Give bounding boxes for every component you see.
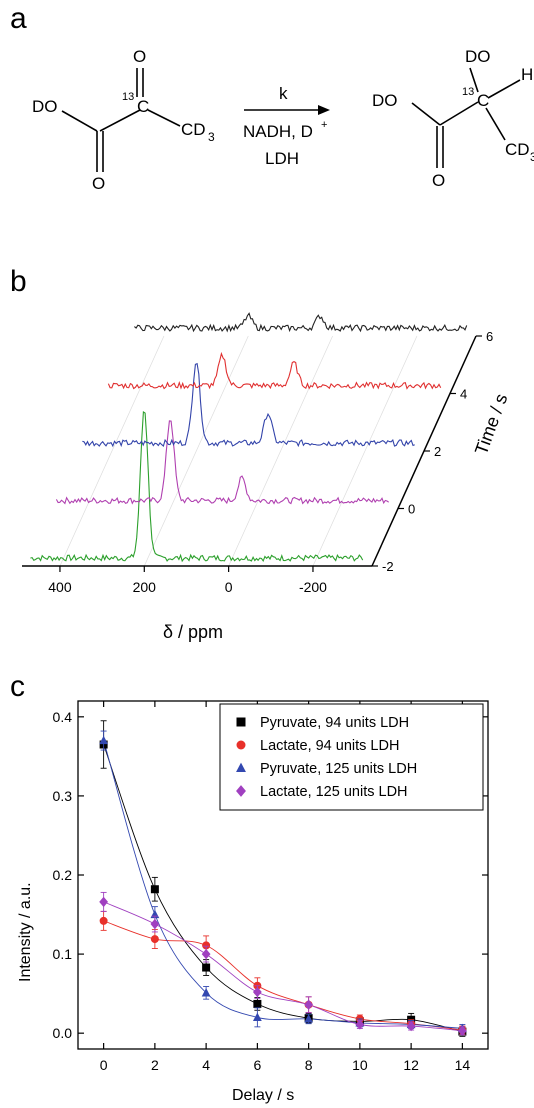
data-point — [457, 1025, 467, 1037]
y-tick-label: 0.0 — [53, 1025, 73, 1041]
product-cd-sub: 3 — [530, 150, 534, 164]
spectrum-trace — [55, 420, 390, 505]
reactant-13-label: 13 — [122, 91, 134, 103]
spectrum-trace — [82, 362, 415, 448]
spectra-x-tick-label: 0 — [225, 579, 233, 595]
x-axis-label: Delay / s — [232, 1087, 294, 1104]
spectra-x-tick-label: 400 — [48, 579, 72, 595]
x-tick-label: 2 — [151, 1057, 159, 1073]
legend-entry: Pyruvate, 125 units LDH — [260, 761, 417, 777]
spectra-time-axis-label: Time / s — [471, 391, 511, 457]
x-tick-label: 6 — [253, 1057, 261, 1073]
spectra-x-tick-label: 200 — [133, 579, 157, 595]
spectra-time-tick-label: 4 — [460, 387, 467, 402]
x-tick-label: 8 — [305, 1057, 313, 1073]
x-tick-label: 14 — [455, 1057, 471, 1073]
panel-label-b: b — [10, 265, 27, 298]
data-point — [304, 1014, 314, 1023]
y-tick-label: 0.4 — [53, 709, 73, 725]
legend-box — [219, 703, 484, 811]
product-c: C — [477, 91, 489, 110]
y-axis-label: Intensity / a.u. — [17, 882, 34, 982]
x-tick-label: 0 — [100, 1057, 108, 1073]
arrow-ldh: LDH — [265, 149, 299, 168]
spectrum-trace — [30, 411, 364, 563]
kinetics-chart: 0 2 4 6 8 10 12 14 0.0 0.1 0.2 0.3 0.4 Pyruvate, 94 … — [17, 700, 489, 1104]
spectra-time-tick-label: -2 — [382, 559, 394, 574]
x-tick-label: 4 — [202, 1057, 210, 1073]
legend-marker — [236, 717, 246, 727]
data-point — [252, 986, 262, 998]
reactant-o-top: O — [133, 47, 146, 66]
legend-entry: Pyruvate, 94 units LDH — [260, 715, 409, 731]
data-point — [150, 885, 159, 894]
spectrum-trace — [134, 312, 468, 333]
data-point — [201, 948, 211, 960]
product-o-bottom: O — [432, 171, 445, 190]
product-cd: CD — [505, 140, 530, 159]
data-point — [99, 735, 109, 745]
arrow-k: k — [279, 84, 288, 103]
spectra-x-tick-label: -200 — [299, 579, 327, 595]
data-point — [304, 999, 314, 1010]
product-do-left: DO — [372, 91, 398, 110]
y-tick-label: 0.3 — [53, 788, 73, 804]
fit-curve — [103, 920, 463, 1031]
data-point — [150, 935, 159, 944]
legend: Pyruvate, 94 units LDH Lactate, 94 units … — [219, 703, 484, 811]
panel-label-a: a — [10, 2, 27, 35]
data-point — [202, 963, 211, 972]
y-tick-label: 0.2 — [53, 867, 73, 883]
x-tick-label: 10 — [352, 1057, 368, 1073]
spectra-x-ticks: 400 200 0 -200 — [48, 566, 327, 595]
fit-curve — [103, 901, 463, 1032]
reactant-structure — [61, 68, 181, 172]
spectra-time-ticks: 6 4 2 0 -2 — [372, 329, 493, 574]
spectra-x-axis-label: δ / ppm — [163, 622, 223, 642]
product-structure — [411, 67, 521, 168]
data-point — [406, 1020, 416, 1032]
reactant-cd: CD — [181, 120, 206, 139]
x-tick-label: 12 — [403, 1057, 419, 1073]
reactant-o-bottom: O — [92, 174, 105, 193]
data-point — [99, 916, 108, 925]
spectra-time-tick-label: 6 — [486, 329, 493, 344]
data-point — [202, 941, 211, 950]
legend-marker — [236, 785, 246, 797]
product-13-label: 13 — [462, 86, 474, 98]
panel-label-c: c — [10, 670, 25, 703]
data-point — [252, 1012, 262, 1021]
legend-marker — [236, 762, 246, 773]
arrow-nadh-sup: + — [321, 119, 327, 131]
spectra-floor-grid — [59, 335, 418, 567]
legend-entry: Lactate, 125 units LDH — [260, 784, 408, 800]
spectra-traces — [30, 312, 468, 563]
data-point — [99, 896, 109, 908]
spectra-time-tick-label: 2 — [434, 444, 441, 459]
legend-marker — [236, 740, 246, 750]
legend-entry: Lactate, 94 units LDH — [260, 738, 399, 754]
reaction-scheme: DO O O 13 C CD 3 k NADH, D + LDH DO DO 1… — [32, 47, 534, 193]
reaction-arrowhead — [318, 105, 330, 115]
y-tick-label: 0.1 — [53, 946, 73, 962]
spectrum-trace — [107, 351, 442, 390]
data-point — [201, 988, 211, 997]
reactant-cd-sub: 3 — [208, 130, 215, 144]
data-point — [253, 999, 262, 1008]
stacked-spectra: 400 200 0 -200 6 4 2 0 -2 δ / ppm Time / s — [22, 312, 511, 642]
chart-frame: 0 2 4 6 8 10 12 14 0.0 0.1 0.2 0.3 0.4 — [53, 700, 489, 1073]
reactant-c: C — [137, 97, 149, 116]
spectra-time-tick-label: 0 — [408, 502, 415, 517]
arrow-nadh: NADH, D — [243, 122, 313, 141]
product-h: H — [521, 65, 533, 84]
data-point — [150, 918, 160, 930]
data-points — [99, 720, 467, 1037]
product-do-top: DO — [465, 47, 491, 66]
reactant-do: DO — [32, 97, 58, 116]
